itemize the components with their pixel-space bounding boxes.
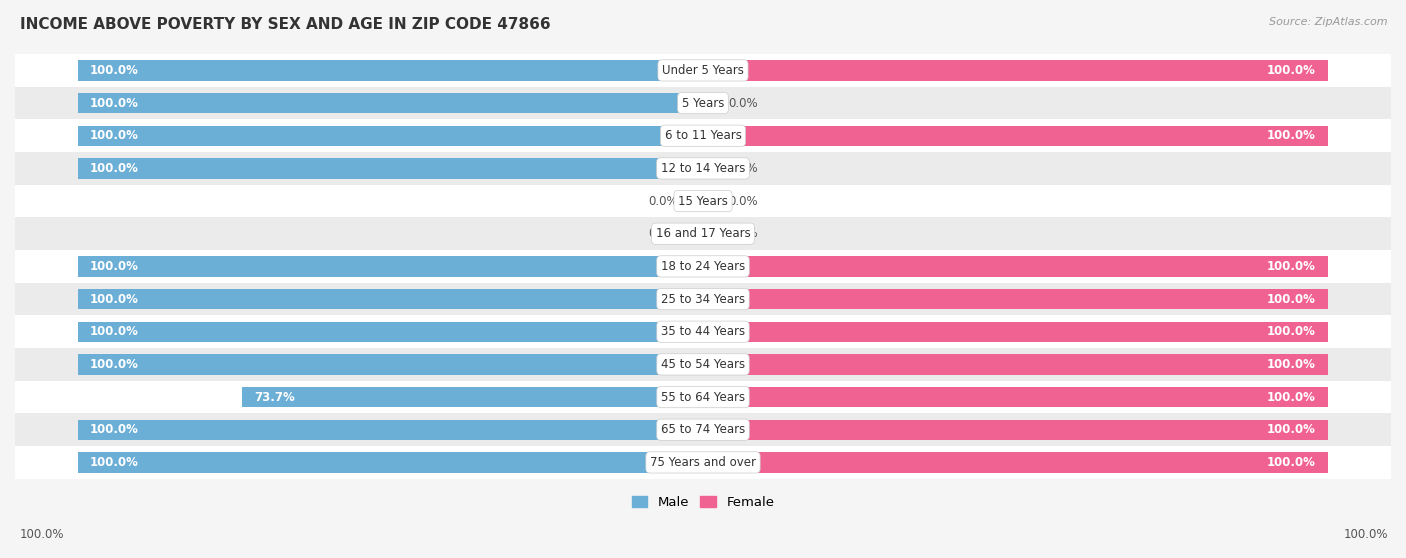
Text: 100.0%: 100.0%: [1267, 423, 1316, 436]
Bar: [703, 387, 1329, 407]
Legend: Male, Female: Male, Female: [626, 491, 780, 514]
Bar: [703, 453, 1329, 473]
Text: 100.0%: 100.0%: [90, 358, 139, 371]
Bar: [15, 218, 1391, 250]
Bar: [15, 446, 1391, 479]
Bar: [77, 453, 703, 473]
Text: 18 to 24 Years: 18 to 24 Years: [661, 260, 745, 273]
Bar: [15, 348, 1391, 381]
Bar: [77, 289, 703, 309]
Text: 35 to 44 Years: 35 to 44 Years: [661, 325, 745, 338]
Text: 100.0%: 100.0%: [90, 129, 139, 142]
Bar: [242, 387, 703, 407]
Text: 100.0%: 100.0%: [20, 528, 65, 541]
Bar: [15, 86, 1391, 119]
Text: Under 5 Years: Under 5 Years: [662, 64, 744, 77]
Text: 0.0%: 0.0%: [728, 162, 758, 175]
Bar: [703, 158, 721, 179]
Text: 16 and 17 Years: 16 and 17 Years: [655, 227, 751, 240]
Bar: [77, 420, 703, 440]
Text: 100.0%: 100.0%: [1267, 129, 1316, 142]
Bar: [703, 191, 721, 211]
Bar: [77, 93, 703, 113]
Text: 5 Years: 5 Years: [682, 97, 724, 109]
Text: 0.0%: 0.0%: [648, 195, 678, 208]
Text: 100.0%: 100.0%: [90, 423, 139, 436]
Text: 100.0%: 100.0%: [90, 260, 139, 273]
Text: 100.0%: 100.0%: [1267, 64, 1316, 77]
Text: 0.0%: 0.0%: [728, 227, 758, 240]
Text: 100.0%: 100.0%: [90, 292, 139, 306]
Bar: [703, 126, 1329, 146]
Text: 100.0%: 100.0%: [1267, 325, 1316, 338]
Bar: [77, 321, 703, 342]
Text: 45 to 54 Years: 45 to 54 Years: [661, 358, 745, 371]
Bar: [685, 224, 703, 244]
Text: 100.0%: 100.0%: [90, 97, 139, 109]
Bar: [15, 381, 1391, 413]
Text: 0.0%: 0.0%: [728, 97, 758, 109]
Bar: [703, 321, 1329, 342]
Text: 15 Years: 15 Years: [678, 195, 728, 208]
Text: 55 to 64 Years: 55 to 64 Years: [661, 391, 745, 403]
Text: 12 to 14 Years: 12 to 14 Years: [661, 162, 745, 175]
Bar: [77, 60, 703, 80]
Bar: [703, 256, 1329, 277]
Text: 100.0%: 100.0%: [90, 456, 139, 469]
Bar: [77, 158, 703, 179]
Bar: [703, 224, 721, 244]
Text: 100.0%: 100.0%: [1267, 391, 1316, 403]
Text: 100.0%: 100.0%: [1267, 456, 1316, 469]
Text: 100.0%: 100.0%: [90, 325, 139, 338]
Bar: [15, 283, 1391, 315]
Bar: [15, 185, 1391, 218]
Bar: [15, 119, 1391, 152]
Bar: [15, 250, 1391, 283]
Text: 100.0%: 100.0%: [1267, 358, 1316, 371]
Bar: [703, 420, 1329, 440]
Bar: [15, 152, 1391, 185]
Bar: [15, 413, 1391, 446]
Bar: [703, 93, 721, 113]
Text: 6 to 11 Years: 6 to 11 Years: [665, 129, 741, 142]
Text: 100.0%: 100.0%: [90, 64, 139, 77]
Bar: [703, 354, 1329, 374]
Text: 100.0%: 100.0%: [90, 162, 139, 175]
Text: 0.0%: 0.0%: [728, 195, 758, 208]
Bar: [15, 54, 1391, 86]
Bar: [77, 256, 703, 277]
Text: 100.0%: 100.0%: [1267, 292, 1316, 306]
Bar: [15, 315, 1391, 348]
Bar: [685, 191, 703, 211]
Text: 100.0%: 100.0%: [1343, 528, 1388, 541]
Text: 0.0%: 0.0%: [648, 227, 678, 240]
Bar: [703, 60, 1329, 80]
Bar: [703, 289, 1329, 309]
Text: 73.7%: 73.7%: [254, 391, 295, 403]
Bar: [77, 126, 703, 146]
Text: 65 to 74 Years: 65 to 74 Years: [661, 423, 745, 436]
Bar: [77, 354, 703, 374]
Text: 100.0%: 100.0%: [1267, 260, 1316, 273]
Text: 25 to 34 Years: 25 to 34 Years: [661, 292, 745, 306]
Text: INCOME ABOVE POVERTY BY SEX AND AGE IN ZIP CODE 47866: INCOME ABOVE POVERTY BY SEX AND AGE IN Z…: [20, 17, 550, 32]
Text: 75 Years and over: 75 Years and over: [650, 456, 756, 469]
Text: Source: ZipAtlas.com: Source: ZipAtlas.com: [1270, 17, 1388, 27]
